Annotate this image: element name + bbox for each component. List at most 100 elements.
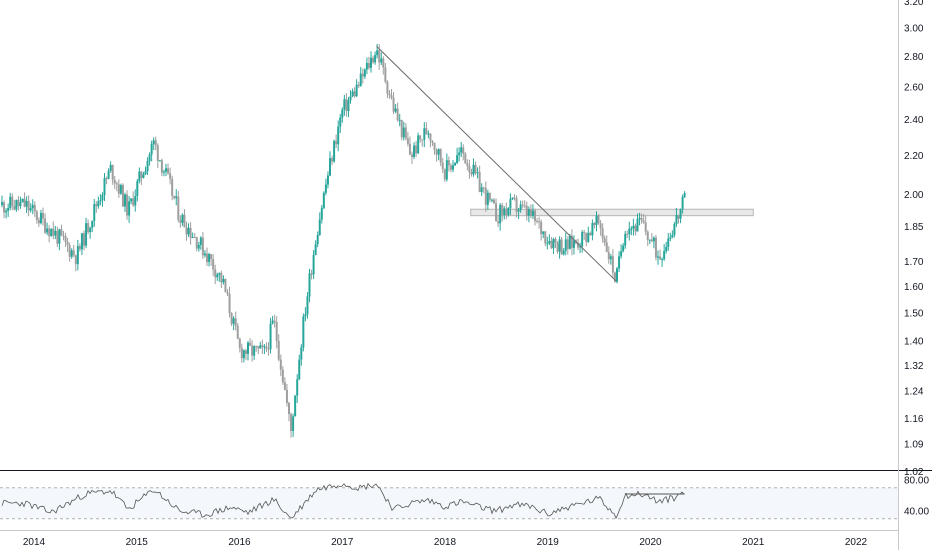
candle-285: [585, 232, 588, 247]
candle-body: [214, 269, 217, 278]
candle-body: [271, 320, 274, 324]
candle-201: [413, 142, 416, 159]
candle-141: [290, 412, 293, 438]
candle-body: [462, 147, 465, 154]
candle-264: [542, 231, 545, 239]
descending-trendline: [376, 45, 617, 282]
candle-body: [503, 208, 506, 215]
candle-262: [538, 216, 541, 229]
candle-body: [388, 93, 391, 96]
candle-142: [292, 413, 295, 437]
candle-body: [480, 187, 483, 193]
candle-body: [87, 223, 90, 233]
candle-body: [138, 171, 141, 182]
candle-36: [74, 254, 77, 272]
candle-body: [335, 140, 338, 145]
price-tick-label-8: 1.70: [904, 257, 924, 268]
candle-body: [52, 228, 55, 236]
candle-67: [138, 167, 141, 184]
candle-body: [595, 215, 598, 226]
price-tick-label-10: 1.50: [904, 308, 924, 319]
candle-body: [597, 215, 600, 224]
candle-108: [222, 275, 225, 285]
candle-255: [523, 200, 526, 208]
candle-73: [150, 140, 153, 162]
price-tick-label-5: 2.20: [904, 151, 924, 162]
candle-body: [228, 293, 231, 314]
candle-body: [224, 279, 227, 293]
candle-body: [542, 231, 545, 235]
candle-body: [251, 345, 254, 356]
candle-body: [456, 155, 459, 164]
candle-161: [331, 155, 334, 166]
candle-body: [630, 228, 633, 230]
candle-body: [390, 95, 393, 98]
candle-body: [367, 62, 370, 68]
candle-body: [357, 84, 360, 87]
candle-290: [595, 211, 598, 232]
candle-body: [652, 237, 655, 242]
candle-143: [294, 395, 297, 417]
resistance-zone: [470, 208, 754, 217]
candle-body: [257, 346, 260, 349]
candle-95: [195, 236, 198, 252]
candle-78: [160, 158, 163, 177]
candle-39: [80, 232, 83, 255]
candle-body: [472, 164, 475, 175]
candle-body: [292, 416, 295, 431]
candle-194: [398, 113, 401, 127]
candle-50: [103, 172, 106, 202]
candle-body: [386, 81, 389, 94]
candle-body: [640, 217, 643, 221]
candle-body: [343, 99, 346, 110]
candle-1: [3, 200, 6, 219]
candle-333: [683, 191, 686, 199]
candle-body: [376, 50, 379, 56]
candle-body: [626, 233, 629, 235]
candle-body: [326, 175, 329, 185]
candle-body: [568, 235, 571, 249]
candle-126: [259, 341, 262, 349]
candle-body: [70, 250, 73, 257]
candle-288: [591, 219, 594, 241]
candle-body: [283, 382, 286, 390]
candle-body: [66, 241, 69, 246]
candle-248: [509, 193, 512, 216]
candle-270: [554, 237, 557, 248]
candle-body: [68, 245, 71, 257]
candle-body: [378, 50, 381, 63]
candle-body: [646, 231, 649, 240]
candle-body: [497, 221, 500, 224]
candle-76: [156, 143, 159, 169]
candle-body: [285, 389, 288, 403]
candle-309: [634, 223, 637, 236]
candle-body: [460, 147, 463, 153]
candle-body: [130, 198, 133, 202]
candle-body: [400, 119, 403, 138]
candle-105: [216, 272, 219, 281]
candle-101: [208, 252, 211, 267]
candle-94: [193, 232, 196, 239]
candle-243: [499, 203, 502, 231]
candle-110: [226, 289, 229, 297]
candle-body: [359, 73, 362, 87]
candle-65: [134, 189, 137, 212]
candle-195: [400, 119, 403, 141]
candle-42: [87, 219, 90, 235]
candle-211: [433, 142, 436, 155]
candle-body: [550, 240, 553, 249]
candle-254: [521, 200, 524, 209]
candle-13: [27, 195, 30, 217]
candle-316: [648, 239, 651, 245]
candle-body: [230, 313, 233, 324]
candle-189: [388, 90, 391, 99]
candle-224: [460, 141, 463, 158]
candle-body: [206, 253, 208, 263]
candle-body: [93, 204, 96, 221]
candle-56: [115, 181, 118, 192]
candle-body: [406, 138, 409, 144]
candle-46: [95, 201, 98, 213]
candle-64: [132, 191, 135, 207]
candle-173: [355, 79, 358, 97]
candle-283: [581, 230, 584, 253]
